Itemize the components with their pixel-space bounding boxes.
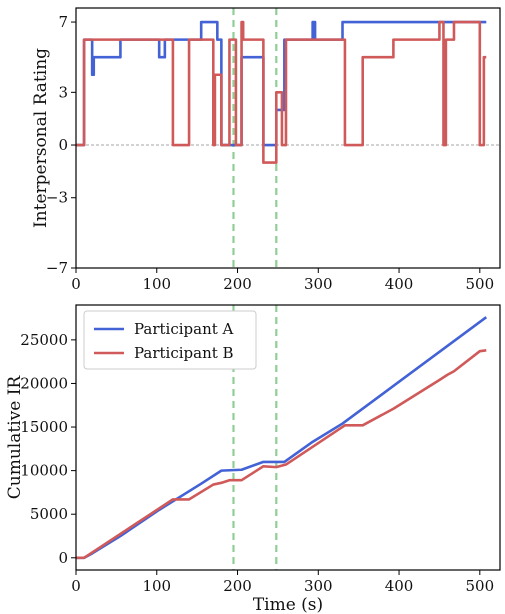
- series-line-participant-b: [76, 349, 487, 560]
- series-line-participant-b: [76, 20, 487, 164]
- x-axis-label: Time (s): [253, 595, 323, 614]
- y-tick-label: −7: [46, 259, 68, 277]
- y-axis-label: Interpersonal Rating: [31, 48, 51, 228]
- x-tick-label: 200: [223, 577, 252, 595]
- x-tick-label: 100: [142, 577, 171, 595]
- series-line-participant-a: [76, 20, 487, 147]
- y-tick-label: 15000: [20, 418, 68, 436]
- legend-label-participant-b: Participant B: [134, 344, 234, 362]
- x-tick-label: 500: [465, 275, 494, 293]
- x-tick-label: 300: [304, 577, 333, 595]
- plot-frame: [75, 304, 501, 571]
- x-tick-label: 400: [385, 577, 414, 595]
- y-tick-label: 5000: [30, 505, 68, 523]
- y-tick-label: 20000: [20, 374, 68, 392]
- y-tick-label: 0: [58, 136, 68, 154]
- y-tick-label: 0: [58, 549, 68, 567]
- y-tick-label: 10000: [20, 462, 68, 480]
- y-tick-label: 3: [58, 83, 68, 101]
- x-tick-label: 500: [465, 577, 494, 595]
- x-tick-label: 400: [385, 275, 414, 293]
- x-tick-label: 0: [71, 577, 81, 595]
- legend-box: [83, 310, 257, 370]
- y-axis-label: Cumulative IR: [5, 375, 25, 500]
- y-tick-label: 25000: [20, 331, 68, 349]
- y-tick-label: 7: [58, 13, 68, 31]
- y-tick-label: −3: [46, 189, 68, 207]
- x-tick-label: 100: [142, 275, 171, 293]
- x-tick-label: 300: [304, 275, 333, 293]
- legend-label-participant-a: Participant A: [134, 320, 234, 338]
- bottom-chart-cumulative-ir: 0 100 200 300 400 500050001000015000200002500…: [5, 304, 501, 614]
- x-tick-label: 0: [71, 275, 81, 293]
- top-chart-interpersonal-rating: 0 100 200 300 400 500 −7 −3 0 3 7 Interpersonal Rat…: [31, 7, 501, 293]
- x-tick-label: 200: [223, 275, 252, 293]
- plot-frame: [75, 7, 501, 269]
